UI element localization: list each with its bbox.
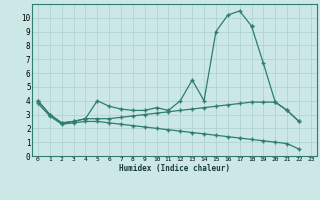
X-axis label: Humidex (Indice chaleur): Humidex (Indice chaleur) — [119, 164, 230, 173]
